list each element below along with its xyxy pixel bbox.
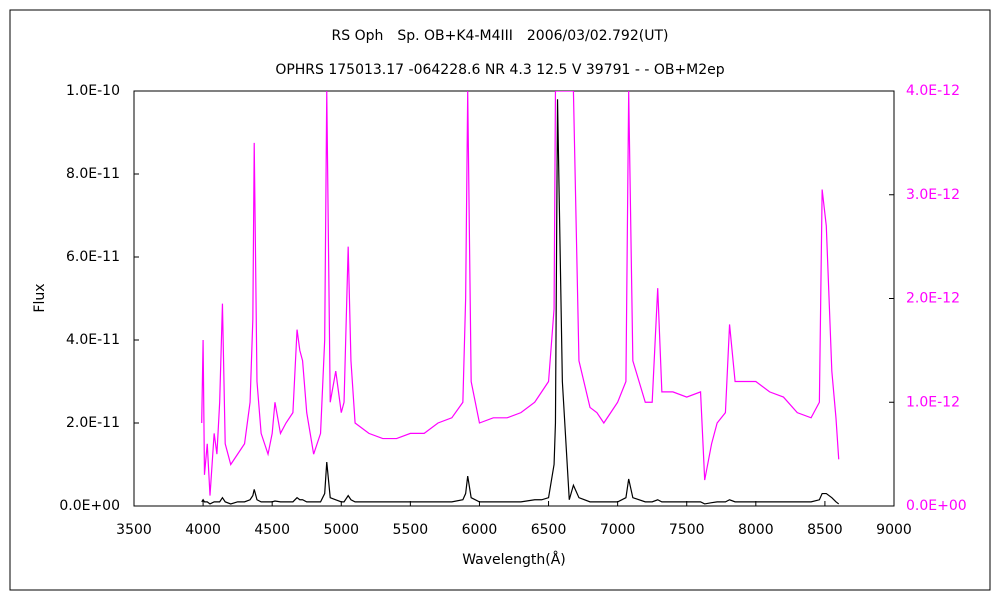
x-tick-label: 4500 — [254, 522, 290, 538]
x-tick-label: 7000 — [600, 522, 636, 538]
x-tick-label: 8000 — [738, 522, 774, 538]
x-tick-label: 5500 — [393, 522, 429, 538]
x-axis-label: Wavelength(Å) — [462, 551, 566, 568]
x-tick-label: 8500 — [807, 522, 843, 538]
chart-title: RS Oph Sp. OB+K4-M4III 2006/03/02.792(UT… — [332, 28, 669, 44]
x-tick-label: 5000 — [323, 522, 359, 538]
spectrum-line — [201, 99, 840, 505]
y-tick-label: 6.0E-11 — [66, 249, 120, 265]
x-tick-label: 7500 — [669, 522, 705, 538]
x-tick-label: 9000 — [876, 522, 912, 538]
y2-tick-label: 1.0E-12 — [906, 394, 960, 410]
y-tick-label: 4.0E-11 — [66, 332, 120, 348]
x-tick-label: 4000 — [185, 522, 221, 538]
y2-tick-label: 0.0E+00 — [906, 498, 967, 514]
chart-frame — [9, 9, 991, 591]
y-axis-label: Flux — [32, 283, 48, 312]
x-tick-label: 3500 — [116, 522, 152, 538]
plot-frame — [133, 90, 895, 507]
y2-tick-label: 3.0E-12 — [906, 187, 960, 203]
x-tick-label: 6500 — [531, 522, 567, 538]
x-tick-label: 6000 — [462, 522, 498, 538]
y2-tick-label: 2.0E-12 — [906, 291, 960, 307]
y-tick-label: 8.0E-11 — [66, 166, 120, 182]
y2-tick-label: 4.0E-12 — [906, 83, 960, 99]
chart-subtitle: OPHRS 175013.17 -064228.6 NR 4.3 12.5 V … — [275, 62, 724, 78]
y-tick-label: 1.0E-10 — [66, 83, 120, 99]
spectrum-line — [201, 91, 840, 496]
y-tick-label: 0.0E+00 — [59, 498, 120, 514]
y-tick-label: 2.0E-11 — [66, 415, 120, 431]
